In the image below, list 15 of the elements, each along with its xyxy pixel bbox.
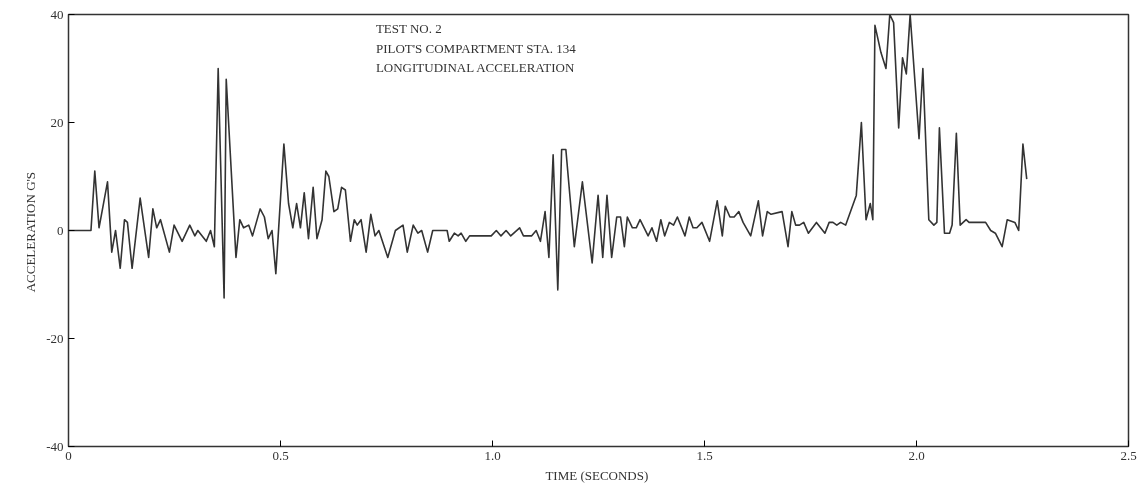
x-tick-label: 2.5 xyxy=(1120,447,1137,463)
annotation: TEST NO. 2 xyxy=(375,21,442,37)
y-tick-label: -20 xyxy=(46,330,64,346)
y-tick-label: 20 xyxy=(50,114,64,130)
y-tick-label: 0 xyxy=(57,222,64,238)
x-tick-label: 1.5 xyxy=(696,447,713,463)
x-axis-title: TIME (SECONDS) xyxy=(545,467,649,483)
y-tick-label: 40 xyxy=(50,6,64,22)
x-tick-label: 0.5 xyxy=(272,447,289,463)
annotation: LONGITUDINAL ACCELERATION xyxy=(375,59,575,75)
y-axis-title: ACCELERATION G'S xyxy=(23,171,39,293)
x-tick-label: 1.0 xyxy=(484,447,501,463)
y-tick-label: -40 xyxy=(46,438,64,454)
x-tick-label: 2.0 xyxy=(908,447,925,463)
annotation: PILOT'S COMPARTMENT STA. 134 xyxy=(375,40,577,56)
